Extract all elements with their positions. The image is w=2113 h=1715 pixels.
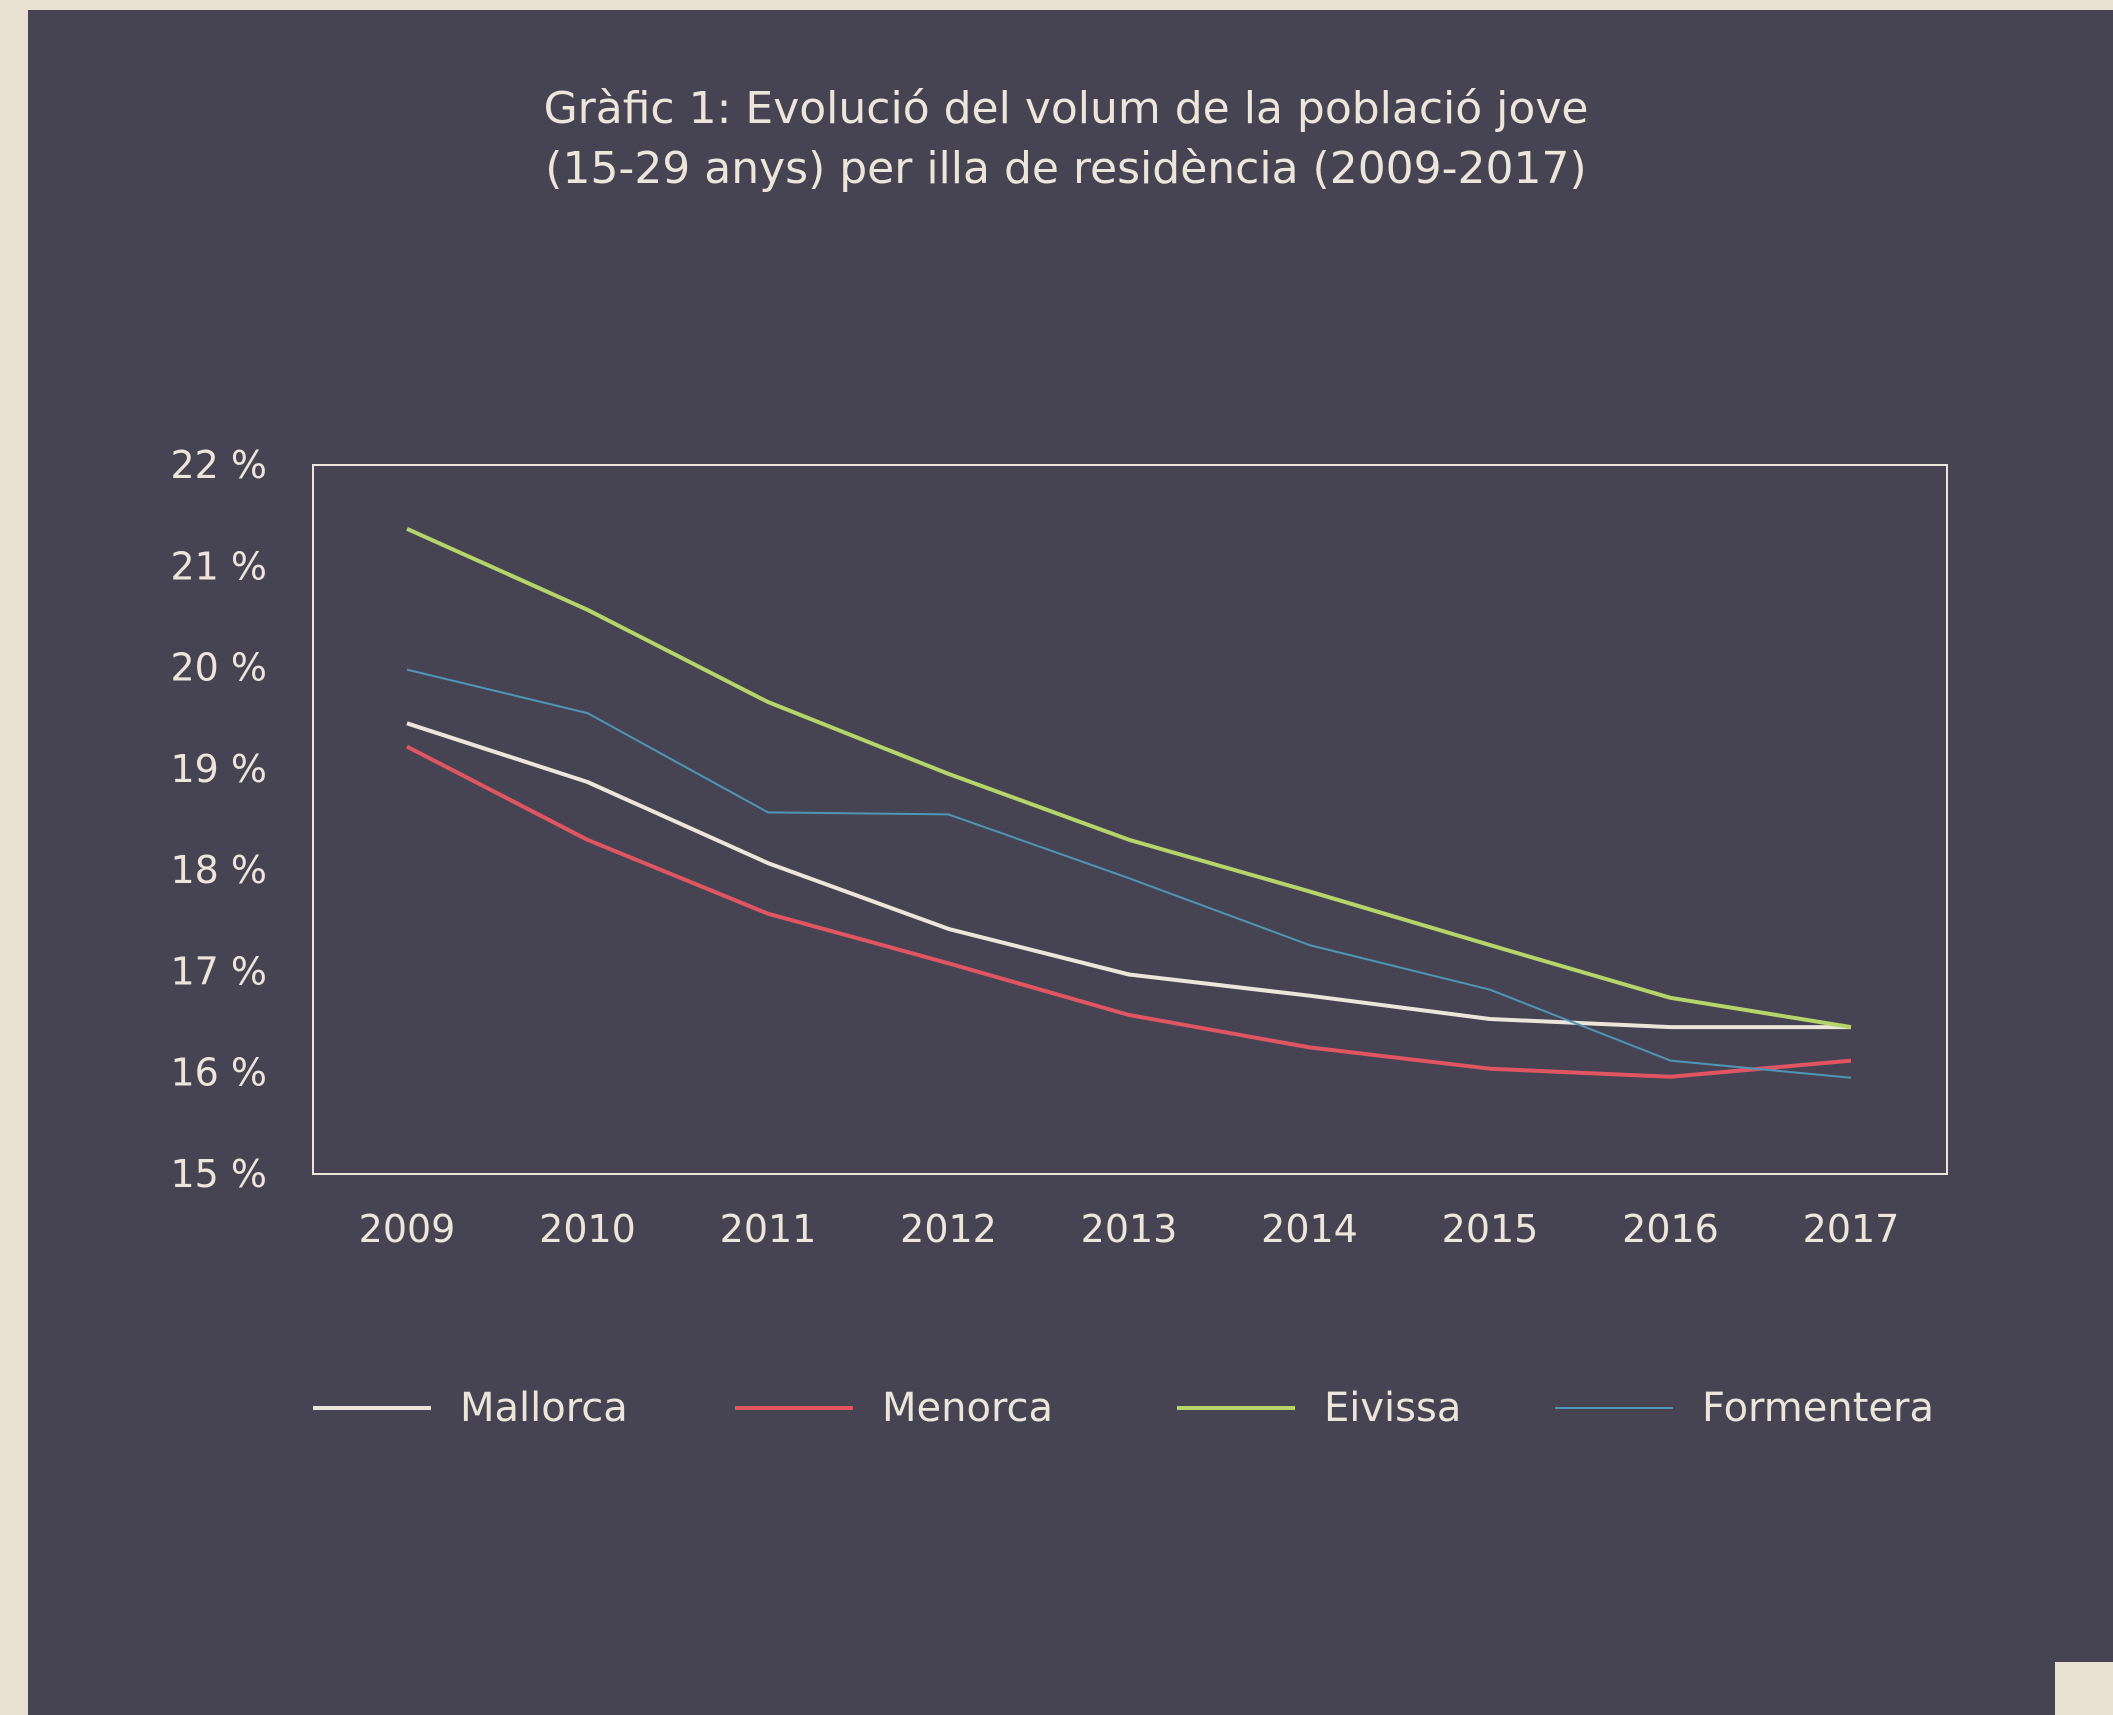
plot-area-frame <box>312 464 1948 1175</box>
legend-label-formentera: Formentera <box>1702 1385 1934 1431</box>
x-axis: 2009 2010 2011 2012 2013 2014 2015 2016 2017 <box>359 1207 1900 1251</box>
y-tick-label: 17 % <box>170 949 267 993</box>
x-tick-label: 2016 <box>1622 1207 1719 1251</box>
x-tick-label: 2010 <box>539 1207 636 1251</box>
y-tick-label: 18 % <box>170 848 267 892</box>
chart-title: Gràfic 1: Evolució del volum de la pobla… <box>544 83 1589 134</box>
chart-background <box>28 10 2113 1715</box>
y-axis: 15 % 16 % 17 % 18 % 19 % 20 % 21 % 22 % <box>170 443 267 1196</box>
chart-subtitle: (15-29 anys) per illa de residència (200… <box>545 143 1586 194</box>
y-tick-label: 22 % <box>170 443 267 487</box>
x-tick-label: 2015 <box>1442 1207 1539 1251</box>
x-tick-label: 2009 <box>359 1207 456 1251</box>
y-tick-label: 20 % <box>170 646 267 690</box>
x-tick-label: 2014 <box>1261 1207 1358 1251</box>
x-tick-label: 2012 <box>900 1207 997 1251</box>
y-tick-label: 19 % <box>170 747 267 791</box>
legend: Mallorca Menorca Eivissa Formentera <box>313 1385 1934 1431</box>
y-tick-label: 21 % <box>170 544 267 588</box>
series-line-mallorca <box>406 721 1851 1030</box>
corner-notch <box>2055 1662 2113 1715</box>
y-tick-label: 16 % <box>170 1051 267 1095</box>
x-tick-label: 2013 <box>1081 1207 1178 1251</box>
series-line-formentera <box>406 668 1852 1079</box>
x-tick-label: 2011 <box>720 1207 817 1251</box>
legend-label-mallorca: Mallorca <box>460 1385 628 1431</box>
y-tick-label: 15 % <box>170 1152 267 1196</box>
legend-label-menorca: Menorca <box>882 1385 1053 1431</box>
series-lines <box>406 526 1852 1079</box>
x-tick-label: 2017 <box>1803 1207 1900 1251</box>
series-line-eivissa <box>406 526 1852 1030</box>
series-line-menorca <box>406 744 1852 1079</box>
legend-label-eivissa: Eivissa <box>1324 1385 1461 1431</box>
